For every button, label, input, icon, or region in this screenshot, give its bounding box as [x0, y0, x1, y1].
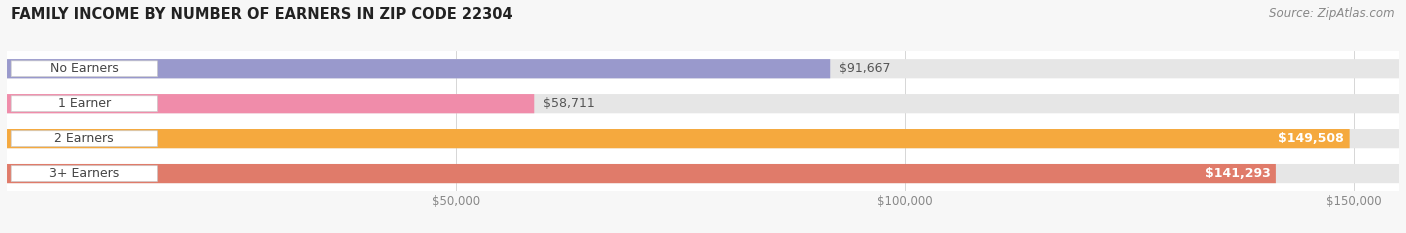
Text: $58,711: $58,711	[543, 97, 595, 110]
Text: 2 Earners: 2 Earners	[55, 132, 114, 145]
FancyBboxPatch shape	[7, 129, 1350, 148]
Text: No Earners: No Earners	[49, 62, 118, 75]
FancyBboxPatch shape	[7, 129, 1399, 148]
Bar	[7, 121, 1399, 156]
FancyBboxPatch shape	[11, 166, 157, 182]
Text: Source: ZipAtlas.com: Source: ZipAtlas.com	[1270, 7, 1395, 20]
Bar	[7, 51, 1399, 86]
FancyBboxPatch shape	[11, 131, 157, 147]
Text: FAMILY INCOME BY NUMBER OF EARNERS IN ZIP CODE 22304: FAMILY INCOME BY NUMBER OF EARNERS IN ZI…	[11, 7, 513, 22]
Bar	[7, 86, 1399, 121]
FancyBboxPatch shape	[11, 96, 157, 112]
FancyBboxPatch shape	[7, 94, 1399, 113]
Text: $141,293: $141,293	[1205, 167, 1270, 180]
FancyBboxPatch shape	[7, 59, 830, 78]
Text: 1 Earner: 1 Earner	[58, 97, 111, 110]
FancyBboxPatch shape	[11, 61, 157, 77]
Text: $149,508: $149,508	[1278, 132, 1344, 145]
FancyBboxPatch shape	[7, 164, 1275, 183]
Text: 3+ Earners: 3+ Earners	[49, 167, 120, 180]
Bar	[7, 156, 1399, 191]
FancyBboxPatch shape	[7, 59, 1399, 78]
Text: $91,667: $91,667	[838, 62, 890, 75]
FancyBboxPatch shape	[7, 94, 534, 113]
FancyBboxPatch shape	[7, 164, 1399, 183]
